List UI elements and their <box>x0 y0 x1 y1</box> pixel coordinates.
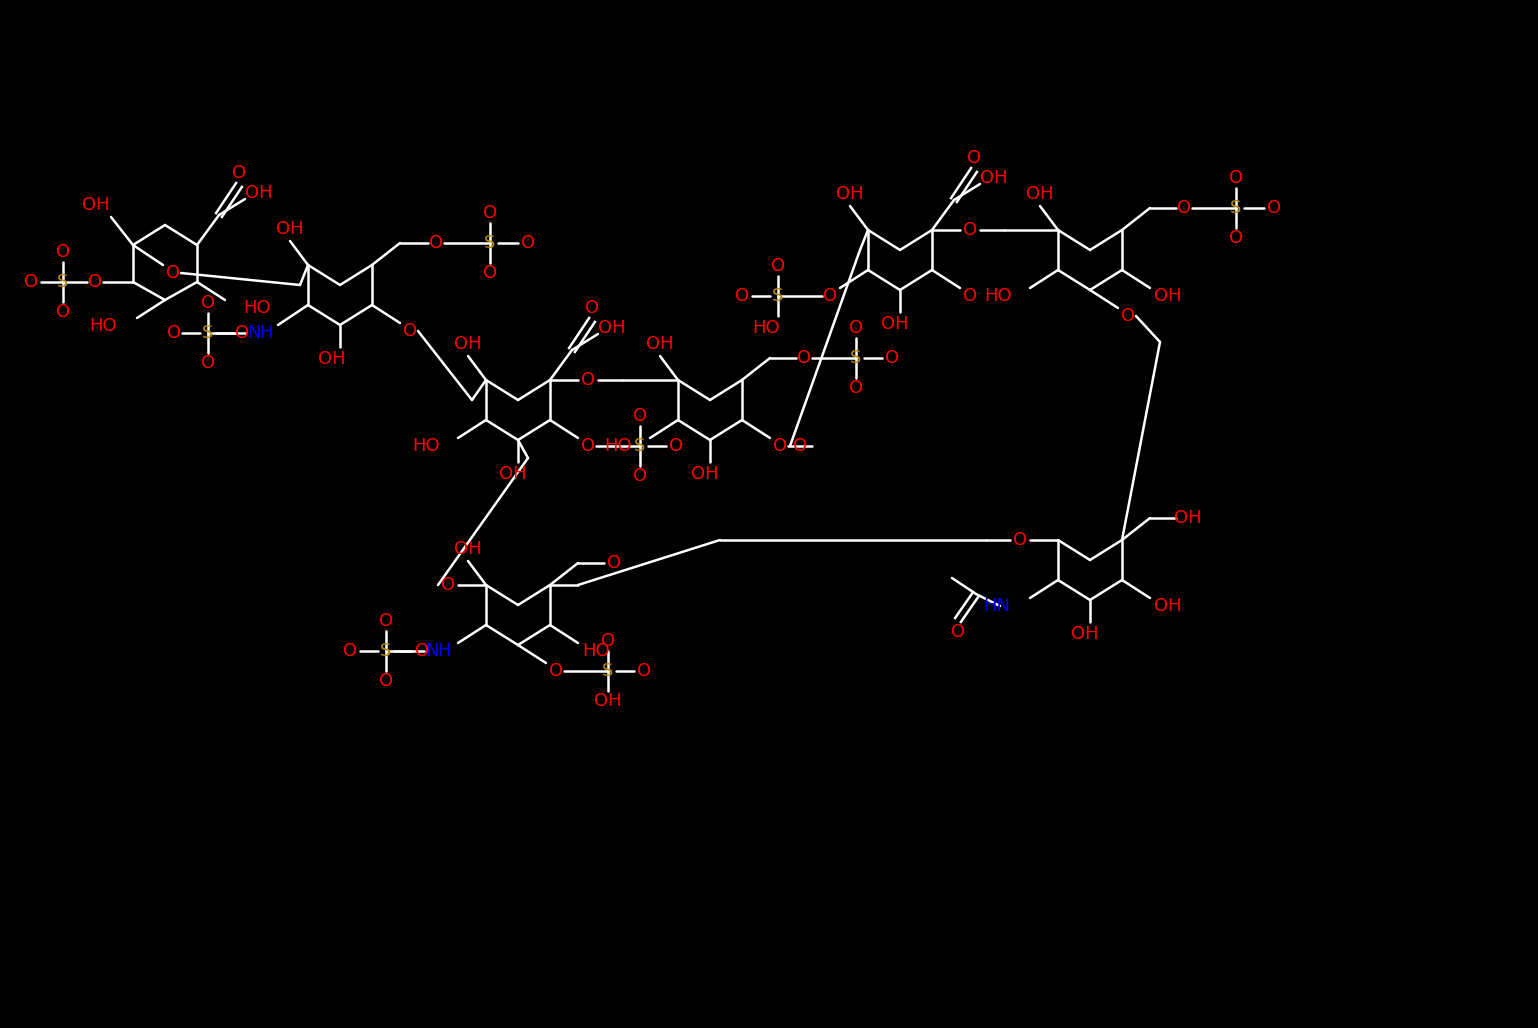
Text: O: O <box>608 554 621 572</box>
Text: HO: HO <box>752 319 780 337</box>
Text: O: O <box>235 324 249 342</box>
Text: S: S <box>203 324 214 342</box>
Text: O: O <box>584 299 600 317</box>
Text: OH: OH <box>1070 625 1098 642</box>
Text: OH: OH <box>646 335 674 353</box>
Text: H: H <box>260 324 272 342</box>
Text: OH: OH <box>980 169 1007 187</box>
Text: OH: OH <box>500 465 528 483</box>
Text: O: O <box>55 243 71 261</box>
Text: O: O <box>441 576 455 594</box>
Text: O: O <box>849 379 863 397</box>
Text: HO: HO <box>412 437 440 455</box>
Text: O: O <box>1014 531 1027 549</box>
Text: O: O <box>601 632 615 650</box>
Text: O: O <box>963 287 977 305</box>
Text: O: O <box>1229 169 1243 187</box>
Text: OH: OH <box>318 350 346 368</box>
Text: O: O <box>521 234 535 252</box>
Text: OH: OH <box>598 319 626 337</box>
Text: O: O <box>884 348 900 367</box>
Text: OH: OH <box>1154 597 1181 615</box>
Text: OH: OH <box>691 465 718 483</box>
Text: HO: HO <box>604 437 632 455</box>
Text: OH: OH <box>245 184 272 201</box>
Text: O: O <box>201 294 215 313</box>
Text: O: O <box>967 149 981 167</box>
Text: O: O <box>1177 199 1190 217</box>
Text: O: O <box>343 642 357 660</box>
Text: HO: HO <box>984 287 1012 305</box>
Text: O: O <box>634 467 647 485</box>
Text: HO: HO <box>583 642 609 660</box>
Text: HO: HO <box>243 299 271 317</box>
Text: S: S <box>851 348 861 367</box>
Text: S: S <box>603 662 614 680</box>
Text: O: O <box>25 273 38 291</box>
Text: O: O <box>1121 307 1135 325</box>
Text: OH: OH <box>454 540 481 558</box>
Text: OH: OH <box>82 196 109 214</box>
Text: O: O <box>637 662 651 680</box>
Text: O: O <box>232 164 246 182</box>
Text: O: O <box>403 322 417 340</box>
Text: N: N <box>248 324 261 342</box>
Text: O: O <box>166 264 180 282</box>
Text: O: O <box>429 234 443 252</box>
Text: O: O <box>201 354 215 372</box>
Text: O: O <box>950 623 964 641</box>
Text: S: S <box>634 437 646 455</box>
Text: OH: OH <box>594 692 621 710</box>
Text: OH: OH <box>277 220 305 238</box>
Text: O: O <box>735 287 749 305</box>
Text: O: O <box>581 371 595 389</box>
Text: O: O <box>963 221 977 238</box>
Text: O: O <box>88 273 102 291</box>
Text: OH: OH <box>1173 509 1201 527</box>
Text: HN: HN <box>983 597 1010 615</box>
Text: OH: OH <box>1154 287 1181 305</box>
Text: O: O <box>483 264 497 282</box>
Text: O: O <box>415 642 429 660</box>
Text: O: O <box>581 437 595 455</box>
Text: O: O <box>797 348 811 367</box>
Text: O: O <box>549 662 563 680</box>
Text: O: O <box>794 437 807 455</box>
Text: O: O <box>168 324 181 342</box>
Text: O: O <box>823 287 837 305</box>
Text: S: S <box>57 273 69 291</box>
Text: O: O <box>378 672 394 690</box>
Text: O: O <box>634 407 647 425</box>
Text: S: S <box>380 642 392 660</box>
Text: O: O <box>55 303 71 321</box>
Text: S: S <box>772 287 784 305</box>
Text: OH: OH <box>837 185 864 203</box>
Text: H: H <box>437 642 451 660</box>
Text: OH: OH <box>881 315 909 333</box>
Text: N: N <box>424 642 438 660</box>
Text: O: O <box>483 204 497 222</box>
Text: O: O <box>771 257 784 276</box>
Text: HO: HO <box>89 317 117 335</box>
Text: O: O <box>774 437 787 455</box>
Text: S: S <box>484 234 495 252</box>
Text: OH: OH <box>1026 185 1054 203</box>
Text: OH: OH <box>454 335 481 353</box>
Text: O: O <box>669 437 683 455</box>
Text: S: S <box>1230 199 1241 217</box>
Text: O: O <box>1229 229 1243 247</box>
Text: O: O <box>378 612 394 630</box>
Text: O: O <box>1267 199 1281 217</box>
Text: O: O <box>849 319 863 337</box>
